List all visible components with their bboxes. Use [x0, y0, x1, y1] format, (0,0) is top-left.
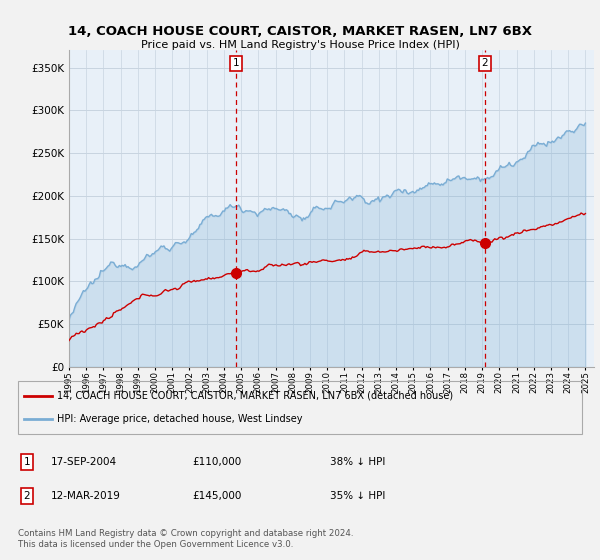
- Text: 2: 2: [482, 58, 488, 68]
- Text: 14, COACH HOUSE COURT, CAISTOR, MARKET RASEN, LN7 6BX: 14, COACH HOUSE COURT, CAISTOR, MARKET R…: [68, 25, 532, 38]
- Text: 38% ↓ HPI: 38% ↓ HPI: [330, 457, 385, 467]
- Text: £110,000: £110,000: [192, 457, 241, 467]
- Text: Contains HM Land Registry data © Crown copyright and database right 2024.
This d: Contains HM Land Registry data © Crown c…: [18, 529, 353, 549]
- Text: 12-MAR-2019: 12-MAR-2019: [51, 491, 121, 501]
- Text: 2: 2: [23, 491, 31, 501]
- Text: 17-SEP-2004: 17-SEP-2004: [51, 457, 117, 467]
- Text: Price paid vs. HM Land Registry's House Price Index (HPI): Price paid vs. HM Land Registry's House …: [140, 40, 460, 50]
- Text: 1: 1: [23, 457, 31, 467]
- Text: 14, COACH HOUSE COURT, CAISTOR, MARKET RASEN, LN7 6BX (detached house): 14, COACH HOUSE COURT, CAISTOR, MARKET R…: [58, 391, 454, 401]
- Text: HPI: Average price, detached house, West Lindsey: HPI: Average price, detached house, West…: [58, 414, 303, 424]
- Text: 1: 1: [233, 58, 239, 68]
- Text: 35% ↓ HPI: 35% ↓ HPI: [330, 491, 385, 501]
- Text: £145,000: £145,000: [192, 491, 241, 501]
